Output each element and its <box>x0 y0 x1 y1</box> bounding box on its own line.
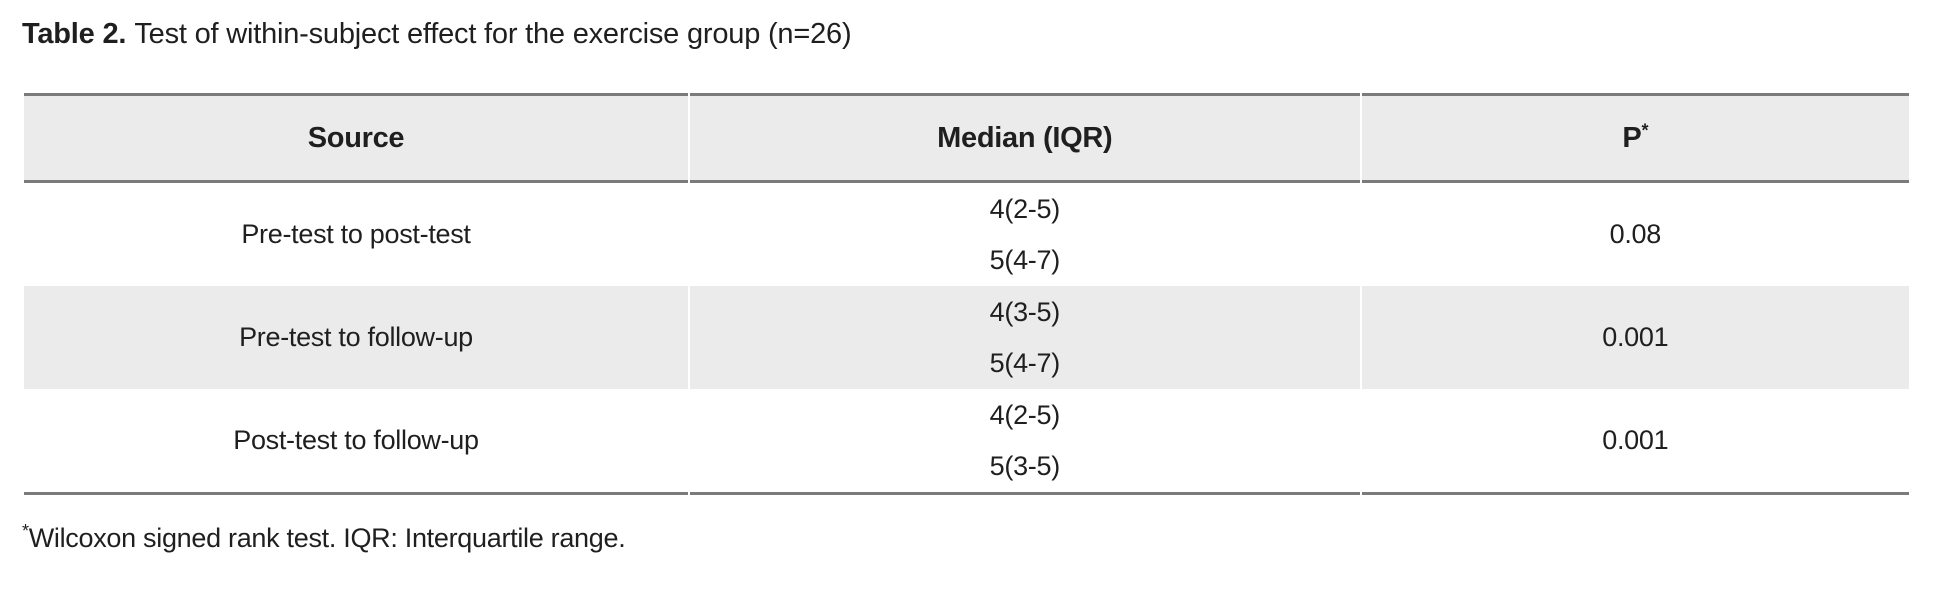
median-line-2: 5(3-5) <box>989 450 1061 481</box>
source-cell: Post-test to follow-up <box>24 389 688 495</box>
median-values: 4(3-5) 5(4-7) <box>690 287 1360 389</box>
results-table: Source Median (IQR) P* Pre-test to post-… <box>22 93 1911 495</box>
p-header-asterisk: * <box>1641 119 1649 140</box>
header-row: Source Median (IQR) P* <box>24 93 1909 183</box>
median-line-1: 4(2-5) <box>989 193 1061 224</box>
table-row: Pre-test to post-test 4(2-5) 5(4-7) 0.08 <box>24 183 1909 286</box>
p-value-cell: 0.08 <box>1361 183 1909 286</box>
column-header-source: Source <box>24 93 688 183</box>
median-line-2: 5(4-7) <box>989 244 1061 275</box>
table-caption-text: Test of within-subject effect for the ex… <box>134 18 852 50</box>
column-header-median: Median (IQR) <box>689 93 1360 183</box>
footnote-text: Wilcoxon signed rank test. IQR: Interqua… <box>28 523 626 553</box>
median-cell: 4(2-5) 5(4-7) <box>689 183 1360 286</box>
table-caption: Table 2. Test of within-subject effect fo… <box>0 0 1933 53</box>
median-line-1: 4(3-5) <box>989 296 1061 327</box>
p-header-label: P <box>1622 121 1642 154</box>
median-cell: 4(3-5) 5(4-7) <box>689 286 1360 389</box>
median-line-1: 4(2-5) <box>989 399 1061 430</box>
median-values: 4(2-5) 5(4-7) <box>690 184 1360 286</box>
median-line-2: 5(4-7) <box>989 347 1061 378</box>
median-cell: 4(2-5) 5(3-5) <box>689 389 1360 495</box>
table-caption-label: Table 2. <box>22 18 127 50</box>
source-cell: Pre-test to post-test <box>24 183 688 286</box>
p-value-cell: 0.001 <box>1361 286 1909 389</box>
p-value-cell: 0.001 <box>1361 389 1909 495</box>
median-values: 4(2-5) 5(3-5) <box>690 390 1360 492</box>
footnote-asterisk: * <box>22 521 29 541</box>
table-row: Post-test to follow-up 4(2-5) 5(3-5) 0.0… <box>24 389 1909 495</box>
table-footnote: *Wilcoxon signed rank test. IQR: Interqu… <box>22 521 1933 554</box>
table-row: Pre-test to follow-up 4(3-5) 5(4-7) 0.00… <box>24 286 1909 389</box>
source-cell: Pre-test to follow-up <box>24 286 688 389</box>
table-header: Source Median (IQR) P* <box>24 93 1909 183</box>
column-header-p: P* <box>1361 93 1909 183</box>
